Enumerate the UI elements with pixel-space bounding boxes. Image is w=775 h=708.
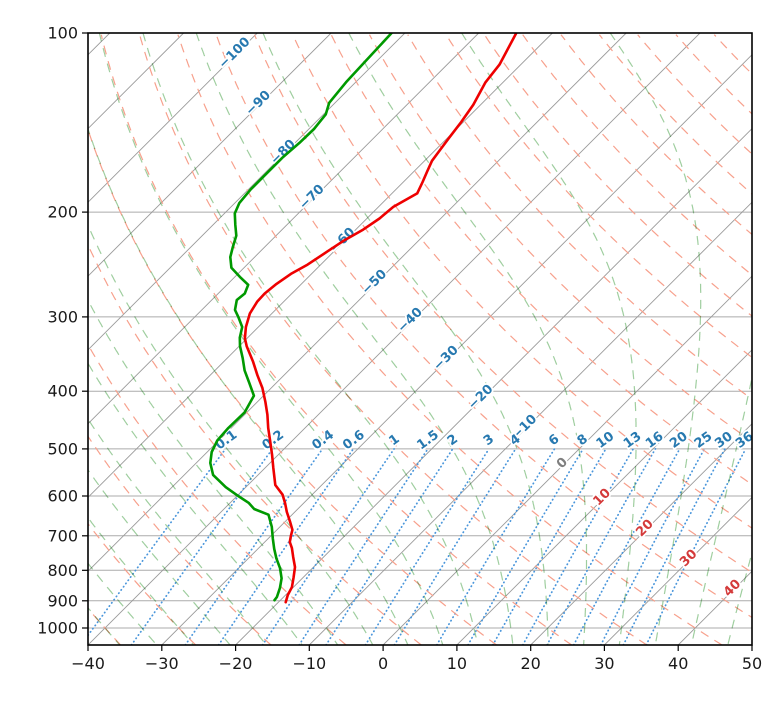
x-tick-label: −40 [71, 654, 105, 673]
y-tick-label: 600 [47, 487, 78, 506]
x-tick-label: 40 [668, 654, 688, 673]
axis-ticks: −40 −30 −20 −10 0 10 20 30 40 50 100 200 300 400 500 60… [37, 24, 762, 674]
pressure-gridlines [88, 33, 752, 629]
mixing-ratio-lines [88, 448, 747, 645]
x-tick-label: 50 [742, 654, 762, 673]
sounding-profiles [209, 33, 518, 604]
y-tick-label: 800 [47, 561, 78, 580]
dry-adiabat-lines [88, 34, 752, 645]
y-tick-label: 200 [47, 203, 78, 222]
x-tick-label: 20 [520, 654, 540, 673]
x-tick-label: −20 [219, 654, 253, 673]
x-tick-label: 0 [378, 654, 388, 673]
dewpoint-profile-line [209, 33, 393, 602]
y-tick-label: 900 [47, 591, 78, 610]
y-tick-label: 100 [47, 24, 78, 43]
axes-frame [87, 32, 753, 646]
x-tick-label: 30 [594, 654, 614, 673]
y-tick-label: 1000 [37, 619, 78, 638]
y-tick-label: 500 [47, 439, 78, 458]
y-tick-label: 400 [47, 382, 78, 401]
x-tick-label: 10 [447, 654, 467, 673]
x-tick-label: −30 [145, 654, 179, 673]
x-tick-label: −10 [292, 654, 326, 673]
y-tick-label: 300 [47, 307, 78, 326]
moist-adiabat-lines [88, 33, 752, 645]
temperature-profile-line [243, 33, 518, 604]
y-tick-label: 700 [47, 526, 78, 545]
